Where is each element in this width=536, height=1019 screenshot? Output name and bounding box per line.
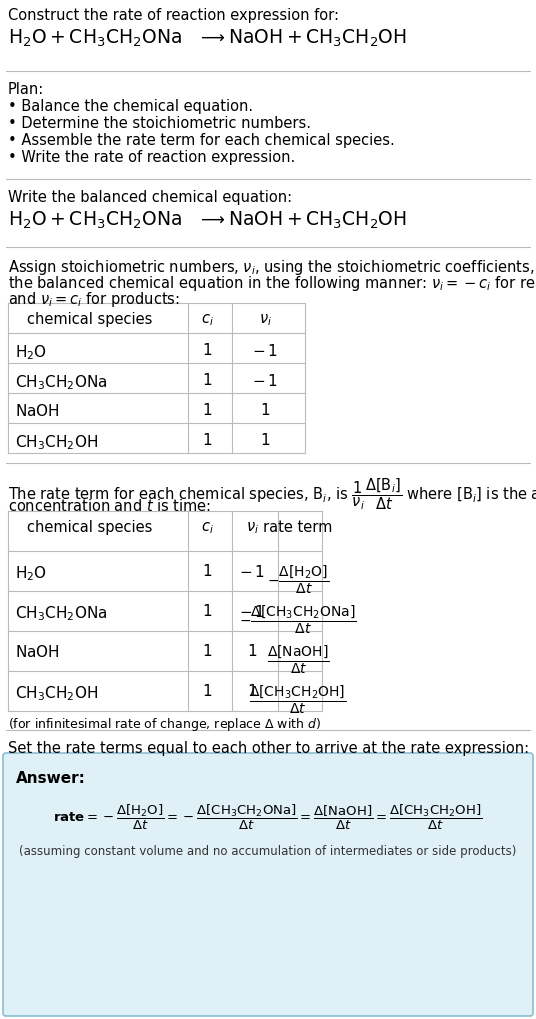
- Text: $\longrightarrow$: $\longrightarrow$: [197, 210, 225, 228]
- Text: 1: 1: [202, 684, 212, 698]
- Text: (assuming constant volume and no accumulation of intermediates or side products): (assuming constant volume and no accumul…: [19, 844, 517, 857]
- Text: $\mathrm{H_2O + CH_3CH_2ONa}$: $\mathrm{H_2O + CH_3CH_2ONa}$: [8, 210, 182, 231]
- Text: concentration and $t$ is time:: concentration and $t$ is time:: [8, 497, 211, 514]
- Text: $c_i$: $c_i$: [200, 312, 213, 327]
- Text: $-\dfrac{\Delta[\mathrm{H_2O}]}{\Delta t}$: $-\dfrac{\Delta[\mathrm{H_2O}]}{\Delta t…: [267, 564, 329, 596]
- Text: $\mathrm{NaOH}$: $\mathrm{NaOH}$: [15, 643, 59, 659]
- Text: Assign stoichiometric numbers, $\nu_i$, using the stoichiometric coefficients, $: Assign stoichiometric numbers, $\nu_i$, …: [8, 258, 536, 277]
- Text: 1: 1: [202, 603, 212, 619]
- Text: Write the balanced chemical equation:: Write the balanced chemical equation:: [8, 190, 292, 205]
- Text: 1: 1: [202, 342, 212, 358]
- Text: 1: 1: [202, 564, 212, 579]
- Text: 1: 1: [202, 643, 212, 658]
- Text: $\nu_i$: $\nu_i$: [245, 520, 258, 535]
- Text: $-\,1$: $-\,1$: [239, 603, 265, 620]
- Text: 1: 1: [202, 403, 212, 418]
- Text: Set the rate terms equal to each other to arrive at the rate expression:: Set the rate terms equal to each other t…: [8, 740, 529, 755]
- Text: $\longrightarrow$: $\longrightarrow$: [197, 28, 225, 46]
- Text: 1: 1: [202, 373, 212, 387]
- Text: rate term: rate term: [263, 520, 333, 535]
- Text: $\mathrm{CH_3CH_2OH}$: $\mathrm{CH_3CH_2OH}$: [15, 684, 98, 702]
- Text: $-\,1$: $-\,1$: [239, 564, 265, 580]
- Text: $\mathrm{CH_3CH_2ONa}$: $\mathrm{CH_3CH_2ONa}$: [15, 373, 107, 391]
- FancyBboxPatch shape: [3, 753, 533, 1016]
- Text: Construct the rate of reaction expression for:: Construct the rate of reaction expressio…: [8, 8, 339, 23]
- Text: $-\,1$: $-\,1$: [252, 342, 278, 359]
- Text: $\mathrm{NaOH + CH_3CH_2OH}$: $\mathrm{NaOH + CH_3CH_2OH}$: [228, 28, 407, 49]
- Text: $\mathbf{rate} = -\dfrac{\Delta[\mathrm{H_2O}]}{\Delta t} = -\dfrac{\Delta[\math: $\mathbf{rate} = -\dfrac{\Delta[\mathrm{…: [53, 802, 483, 832]
- Text: (for infinitesimal rate of change, replace Δ with $d$): (for infinitesimal rate of change, repla…: [8, 715, 321, 733]
- Text: $-\dfrac{\Delta[\mathrm{CH_3CH_2ONa}]}{\Delta t}$: $-\dfrac{\Delta[\mathrm{CH_3CH_2ONa}]}{\…: [239, 603, 357, 636]
- Text: • Balance the chemical equation.: • Balance the chemical equation.: [8, 99, 253, 114]
- Text: 1: 1: [260, 403, 270, 418]
- Text: 1: 1: [247, 643, 257, 658]
- Text: $\mathrm{NaOH}$: $\mathrm{NaOH}$: [15, 403, 59, 419]
- Text: $\mathrm{H_2O}$: $\mathrm{H_2O}$: [15, 564, 47, 582]
- Text: Plan:: Plan:: [8, 82, 44, 97]
- Text: $\mathrm{CH_3CH_2OH}$: $\mathrm{CH_3CH_2OH}$: [15, 433, 98, 451]
- Text: $\mathrm{H_2O + CH_3CH_2ONa}$: $\mathrm{H_2O + CH_3CH_2ONa}$: [8, 28, 182, 49]
- Text: • Determine the stoichiometric numbers.: • Determine the stoichiometric numbers.: [8, 116, 311, 130]
- Text: • Assemble the rate term for each chemical species.: • Assemble the rate term for each chemic…: [8, 132, 394, 148]
- Text: 1: 1: [247, 684, 257, 698]
- Text: the balanced chemical equation in the following manner: $\nu_i = -c_i$ for react: the balanced chemical equation in the fo…: [8, 274, 536, 292]
- Text: $-\,1$: $-\,1$: [252, 373, 278, 388]
- Text: and $\nu_i = c_i$ for products:: and $\nu_i = c_i$ for products:: [8, 289, 180, 309]
- Text: $c_i$: $c_i$: [200, 520, 213, 535]
- Text: $\dfrac{\Delta[\mathrm{NaOH}]}{\Delta t}$: $\dfrac{\Delta[\mathrm{NaOH}]}{\Delta t}…: [267, 643, 329, 676]
- Text: $\mathrm{NaOH + CH_3CH_2OH}$: $\mathrm{NaOH + CH_3CH_2OH}$: [228, 210, 407, 231]
- Text: $\mathrm{H_2O}$: $\mathrm{H_2O}$: [15, 342, 47, 362]
- Text: chemical species: chemical species: [27, 520, 153, 535]
- Text: • Write the rate of reaction expression.: • Write the rate of reaction expression.: [8, 150, 295, 165]
- Text: 1: 1: [260, 433, 270, 447]
- Text: $\mathrm{CH_3CH_2ONa}$: $\mathrm{CH_3CH_2ONa}$: [15, 603, 107, 622]
- Text: chemical species: chemical species: [27, 312, 153, 327]
- Text: 1: 1: [202, 433, 212, 447]
- Text: $\nu_i$: $\nu_i$: [258, 312, 271, 327]
- Text: The rate term for each chemical species, B$_i$, is $\dfrac{1}{\nu_i}\dfrac{\Delt: The rate term for each chemical species,…: [8, 476, 536, 512]
- Text: Answer:: Answer:: [16, 770, 86, 786]
- Text: $\dfrac{\Delta[\mathrm{CH_3CH_2OH}]}{\Delta t}$: $\dfrac{\Delta[\mathrm{CH_3CH_2OH}]}{\De…: [249, 684, 347, 715]
